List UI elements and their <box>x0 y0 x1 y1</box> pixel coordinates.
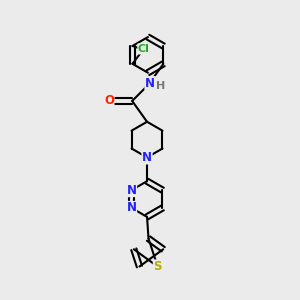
Text: N: N <box>145 76 155 90</box>
Text: N: N <box>142 151 152 164</box>
Text: N: N <box>127 184 136 196</box>
Text: N: N <box>127 202 136 214</box>
Text: Cl: Cl <box>138 44 150 54</box>
Text: H: H <box>156 81 166 91</box>
Text: O: O <box>104 94 114 107</box>
Text: S: S <box>153 260 162 273</box>
